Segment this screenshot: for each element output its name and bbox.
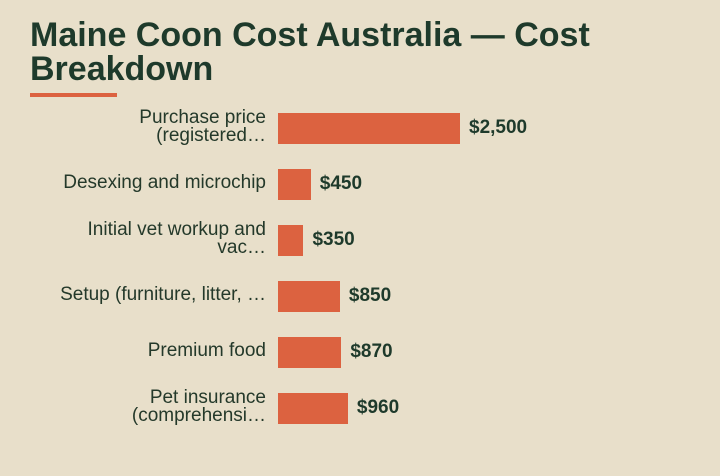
title-underline — [30, 93, 117, 97]
category-label: Premium food — [147, 340, 266, 361]
bar — [278, 224, 304, 256]
category-label: Purchase price (registered… — [139, 107, 266, 146]
category-label: Desexing and microchip — [63, 172, 266, 193]
bar — [278, 168, 311, 200]
chart-title: Maine Coon Cost Australia — Cost Breakdo… — [30, 16, 590, 88]
value-label: $850 — [348, 285, 392, 306]
bar — [278, 336, 342, 368]
category-label: Setup (furniture, litter, … — [60, 284, 266, 305]
bar — [278, 392, 348, 424]
category-label: Initial vet workup and vac… — [87, 219, 267, 258]
value-label: $2,500 — [469, 117, 528, 138]
value-label: $450 — [319, 173, 363, 194]
value-label: $350 — [312, 229, 355, 250]
value-label: $960 — [356, 397, 400, 418]
bar — [278, 280, 340, 312]
category-label: Pet insurance (comprehensi… — [131, 387, 266, 426]
bar — [278, 112, 460, 144]
value-label: $870 — [350, 341, 393, 362]
